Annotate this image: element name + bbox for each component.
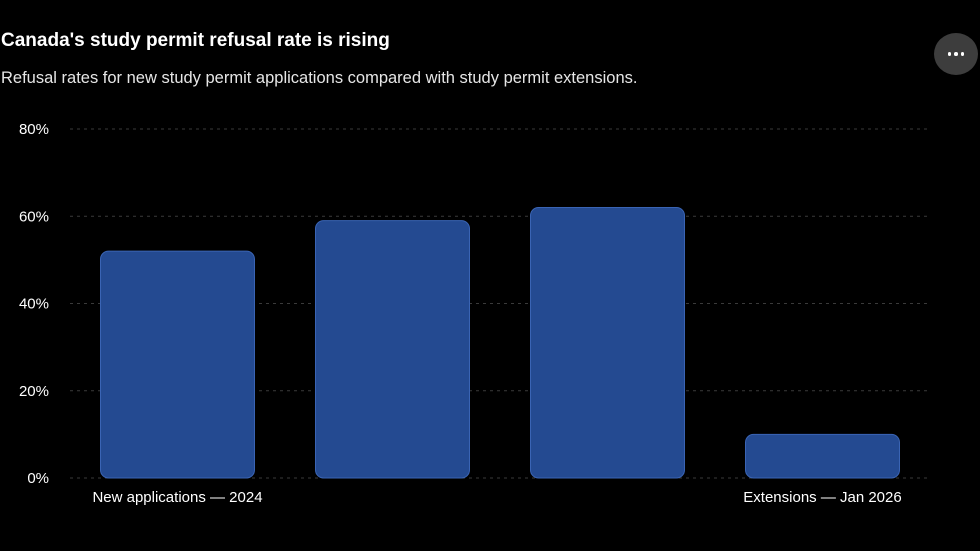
more-options-button[interactable]	[934, 33, 978, 75]
bar	[530, 207, 685, 479]
chart-subtitle: Refusal rates for new study permit appli…	[1, 69, 638, 87]
more-horizontal-icon	[947, 52, 965, 56]
y-tick-label: 0%	[27, 470, 49, 487]
y-tick-label: 60%	[19, 208, 49, 225]
bar	[100, 250, 255, 479]
bar	[745, 433, 900, 479]
y-tick-label: 80%	[19, 121, 49, 138]
x-axis-category-labels: New applications — 2024 Extensions — Jan …	[92, 489, 901, 506]
y-axis-tick-labels: 0% 20% 40% 60% 80%	[19, 121, 49, 487]
x-category-label: Extensions — Jan 2026	[743, 489, 901, 506]
y-tick-label: 40%	[19, 296, 49, 313]
y-tick-label: 20%	[19, 383, 49, 400]
bar	[315, 220, 470, 479]
x-category-label: New applications — 2024	[92, 489, 262, 506]
bars	[100, 207, 900, 479]
chart-title: Canada's study permit refusal rate is ri…	[1, 30, 390, 51]
